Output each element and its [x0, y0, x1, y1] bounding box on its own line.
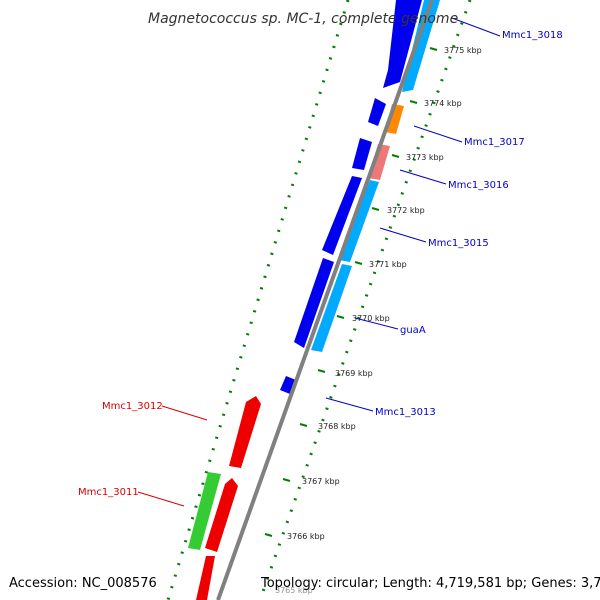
tick-label: 3769 kbp [335, 369, 373, 378]
outer-dotted-guide [166, 0, 350, 600]
gene-labels: Mmc1_3018 Mmc1_3017 Mmc1_3016 Mmc1_3015 … [78, 30, 563, 498]
mmc1-3015-feature[interactable] [339, 180, 379, 262]
tick-mark [264, 533, 273, 537]
tick-mark [299, 423, 308, 427]
tick-mark [409, 100, 418, 104]
mmc1-3011-feature[interactable] [188, 472, 221, 550]
forward-features [280, 0, 440, 394]
tick-mark [336, 315, 345, 319]
gene-label-mmc1-3018[interactable]: Mmc1_3018 [502, 30, 563, 41]
mmc1-3013-feature[interactable] [280, 376, 296, 394]
gene-label-mmc1-3017[interactable]: Mmc1_3017 [464, 137, 525, 148]
gene-label-mmc1-3012[interactable]: Mmc1_3012 [102, 401, 163, 412]
label-leaders [137, 17, 501, 507]
reverse-cds[interactable] [205, 478, 238, 552]
mmc1-3016-leader [399, 169, 447, 185]
tick-label: 3775 kbp [444, 46, 482, 55]
mmc1-3018-leader [451, 17, 501, 37]
feature-block[interactable] [352, 138, 372, 170]
mmc1-3016-feature[interactable] [368, 144, 390, 180]
tick-label: 3773 kbp [406, 153, 444, 162]
mmc1-3018-feature[interactable] [383, 0, 422, 88]
reverse-cds[interactable] [196, 556, 215, 600]
mmc1-3013-leader [325, 397, 374, 412]
tick-marks [264, 47, 438, 537]
tick-label: 3767 kbp [302, 477, 340, 486]
tick-label: 3766 kbp [287, 532, 325, 541]
tick-mark [429, 47, 438, 51]
tick-mark [282, 478, 291, 482]
tick-mark [354, 261, 363, 265]
accession-text: Accession: NC_008576 [9, 576, 157, 591]
dotted-guides [166, 0, 472, 600]
feature-block[interactable] [294, 258, 334, 348]
tick-labels: 3775 kbp 3774 kbp 3773 kbp 3772 kbp 3771… [275, 46, 482, 595]
gene-label-mmc1-3015[interactable]: Mmc1_3015 [428, 238, 489, 249]
tick-label: 3770 kbp [352, 314, 390, 323]
tick-label: 3774 kbp [424, 99, 462, 108]
guaA-feature[interactable] [311, 264, 352, 352]
mmc1-3017-feature[interactable] [385, 104, 404, 134]
tick-label: 3768 kbp [318, 422, 356, 431]
feature-block[interactable] [368, 98, 386, 126]
genome-backbone [216, 0, 434, 600]
tick-label: 3765 kbp [275, 586, 313, 595]
topology-text: Topology: circular; Length: 4,719,581 bp… [260, 576, 600, 591]
tick-mark [317, 369, 326, 373]
mmc1-3015-feature[interactable] [322, 176, 362, 255]
tick-label: 3771 kbp [369, 260, 407, 269]
mmc1-3012-leader [161, 405, 208, 421]
tick-label: 3772 kbp [387, 206, 425, 215]
mmc1-3015-leader [379, 227, 427, 243]
mmc1-3017-leader [413, 125, 463, 143]
map-title: Magnetococcus sp. MC-1, complete genome [148, 11, 458, 27]
gene-label-mmc1-3011[interactable]: Mmc1_3011 [78, 487, 139, 498]
gene-label-mmc1-3013[interactable]: Mmc1_3013 [375, 407, 436, 418]
tick-mark [371, 207, 380, 211]
gene-label-guaA[interactable]: guaA [400, 325, 426, 336]
guaA-leader [354, 317, 399, 330]
mmc1-3018-feature[interactable] [402, 0, 440, 92]
reverse-features [188, 396, 261, 600]
inner-dotted-guide [258, 0, 472, 600]
gene-label-mmc1-3016[interactable]: Mmc1_3016 [448, 180, 509, 191]
mmc1-3012-feature[interactable] [229, 396, 261, 468]
mmc1-3011-leader [137, 491, 185, 507]
tick-mark [391, 154, 400, 158]
